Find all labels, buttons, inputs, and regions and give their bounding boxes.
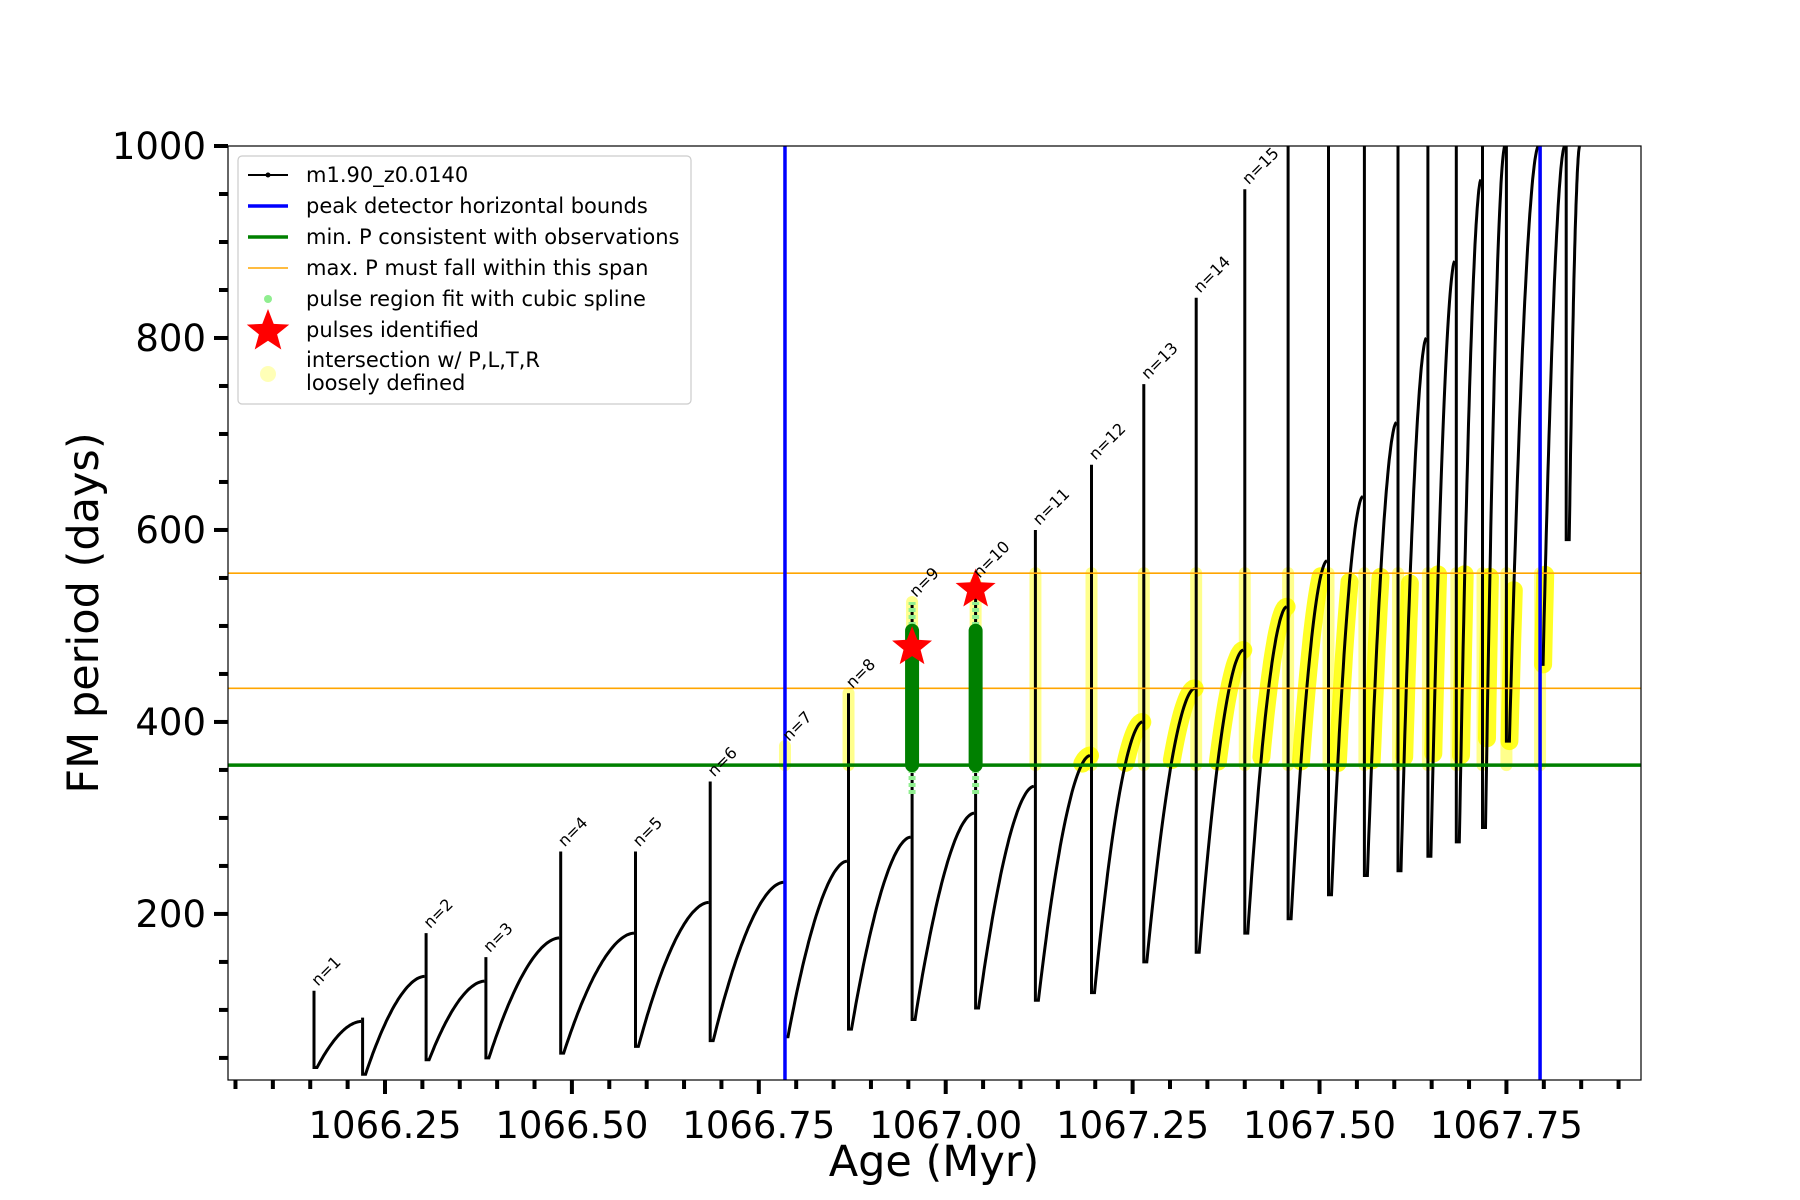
legend-label-intersection: intersection w/ P,L,T,R	[306, 348, 540, 372]
x-tick-label: 1067.25	[1056, 1104, 1209, 1147]
period-curve-segment	[1327, 146, 1364, 897]
x-tick-label: 1066.75	[682, 1104, 835, 1147]
period-curve-segment	[634, 851, 709, 1048]
x-axis-title: Age (Myr)	[829, 1137, 1040, 1187]
y-axis-title: FM period (days)	[59, 432, 109, 793]
legend-label-max-span: max. P must fall within this span	[306, 256, 648, 280]
period-curve-segment	[484, 936, 560, 1060]
period-curve-segment	[1286, 146, 1328, 921]
legend-label-peak-bounds: peak detector horizontal bounds	[306, 194, 648, 218]
period-curve-segment	[1090, 464, 1143, 995]
x-tick-label: 1067.00	[869, 1104, 1022, 1147]
y-tick-label: 400	[135, 701, 206, 744]
plot-frame	[227, 145, 1642, 1081]
legend-marker-intersection	[260, 366, 276, 382]
period-curve-segment	[847, 693, 911, 1031]
peak-detector-bounds-layer	[783, 146, 1542, 1080]
identified-pulse-star	[955, 568, 996, 607]
legend-label-spline: pulse region fit with cubic spline	[306, 287, 646, 311]
x-tick-label: 1066.50	[495, 1104, 648, 1147]
x-axis: 1066.25 1066.50 1066.75 1067.00 1067.25 1067.…	[233, 1080, 1621, 1147]
period-curve-segment	[424, 933, 485, 1062]
y-tick-label: 800	[135, 317, 206, 360]
period-curve-segment	[559, 851, 635, 1055]
period-curve-segment	[1243, 189, 1288, 935]
y-tick-label: 1000	[112, 125, 206, 168]
legend-marker-star	[246, 309, 290, 350]
period-curve-segment	[312, 990, 362, 1069]
legend-marker-model-dot	[265, 172, 271, 178]
period-curve-segment	[1142, 384, 1196, 964]
period-curve-segment	[708, 781, 784, 1043]
y-axis: 200 400 600 800 1000	[112, 125, 228, 1060]
period-curve-segment	[783, 745, 848, 1039]
legend-label-model: m1.90_z0.0140	[306, 163, 468, 188]
period-curve-segment	[1538, 146, 1566, 666]
period-curve-segment	[1426, 146, 1456, 858]
legend: m1.90_z0.0140 peak detector horizontal b…	[237, 155, 692, 405]
legend-label-star: pulses identified	[306, 318, 479, 342]
period-curve-segment	[1362, 146, 1398, 877]
horizontal-lines-layer	[228, 572, 1641, 767]
x-tick-label: 1066.25	[308, 1104, 461, 1147]
legend-label-intersection-line2: loosely defined	[306, 371, 465, 395]
x-tick-label: 1067.75	[1430, 1104, 1583, 1147]
legend-label-min-period: min. P consistent with observations	[306, 225, 679, 249]
y-tick-label: 200	[135, 893, 206, 936]
period-curve-segment	[910, 602, 975, 1021]
period-curve-segment	[1454, 146, 1483, 844]
period-curve-segment	[1396, 146, 1428, 873]
period-curve-segment	[1481, 146, 1507, 829]
period-curve-segment	[1194, 297, 1244, 954]
legend-box	[237, 155, 692, 405]
period-curve-segment	[361, 974, 425, 1076]
legend-marker-spline	[264, 295, 272, 303]
period-curve-segment	[974, 582, 1035, 1010]
x-tick-label: 1067.50	[1243, 1104, 1396, 1147]
plot-area	[228, 146, 1641, 1080]
identified-pulse-star	[892, 626, 932, 665]
period-curve-segment	[1564, 146, 1581, 542]
y-tick-label: 600	[135, 509, 206, 552]
identified-pulses-layer	[892, 568, 996, 665]
period-curve-segment	[1504, 146, 1540, 743]
